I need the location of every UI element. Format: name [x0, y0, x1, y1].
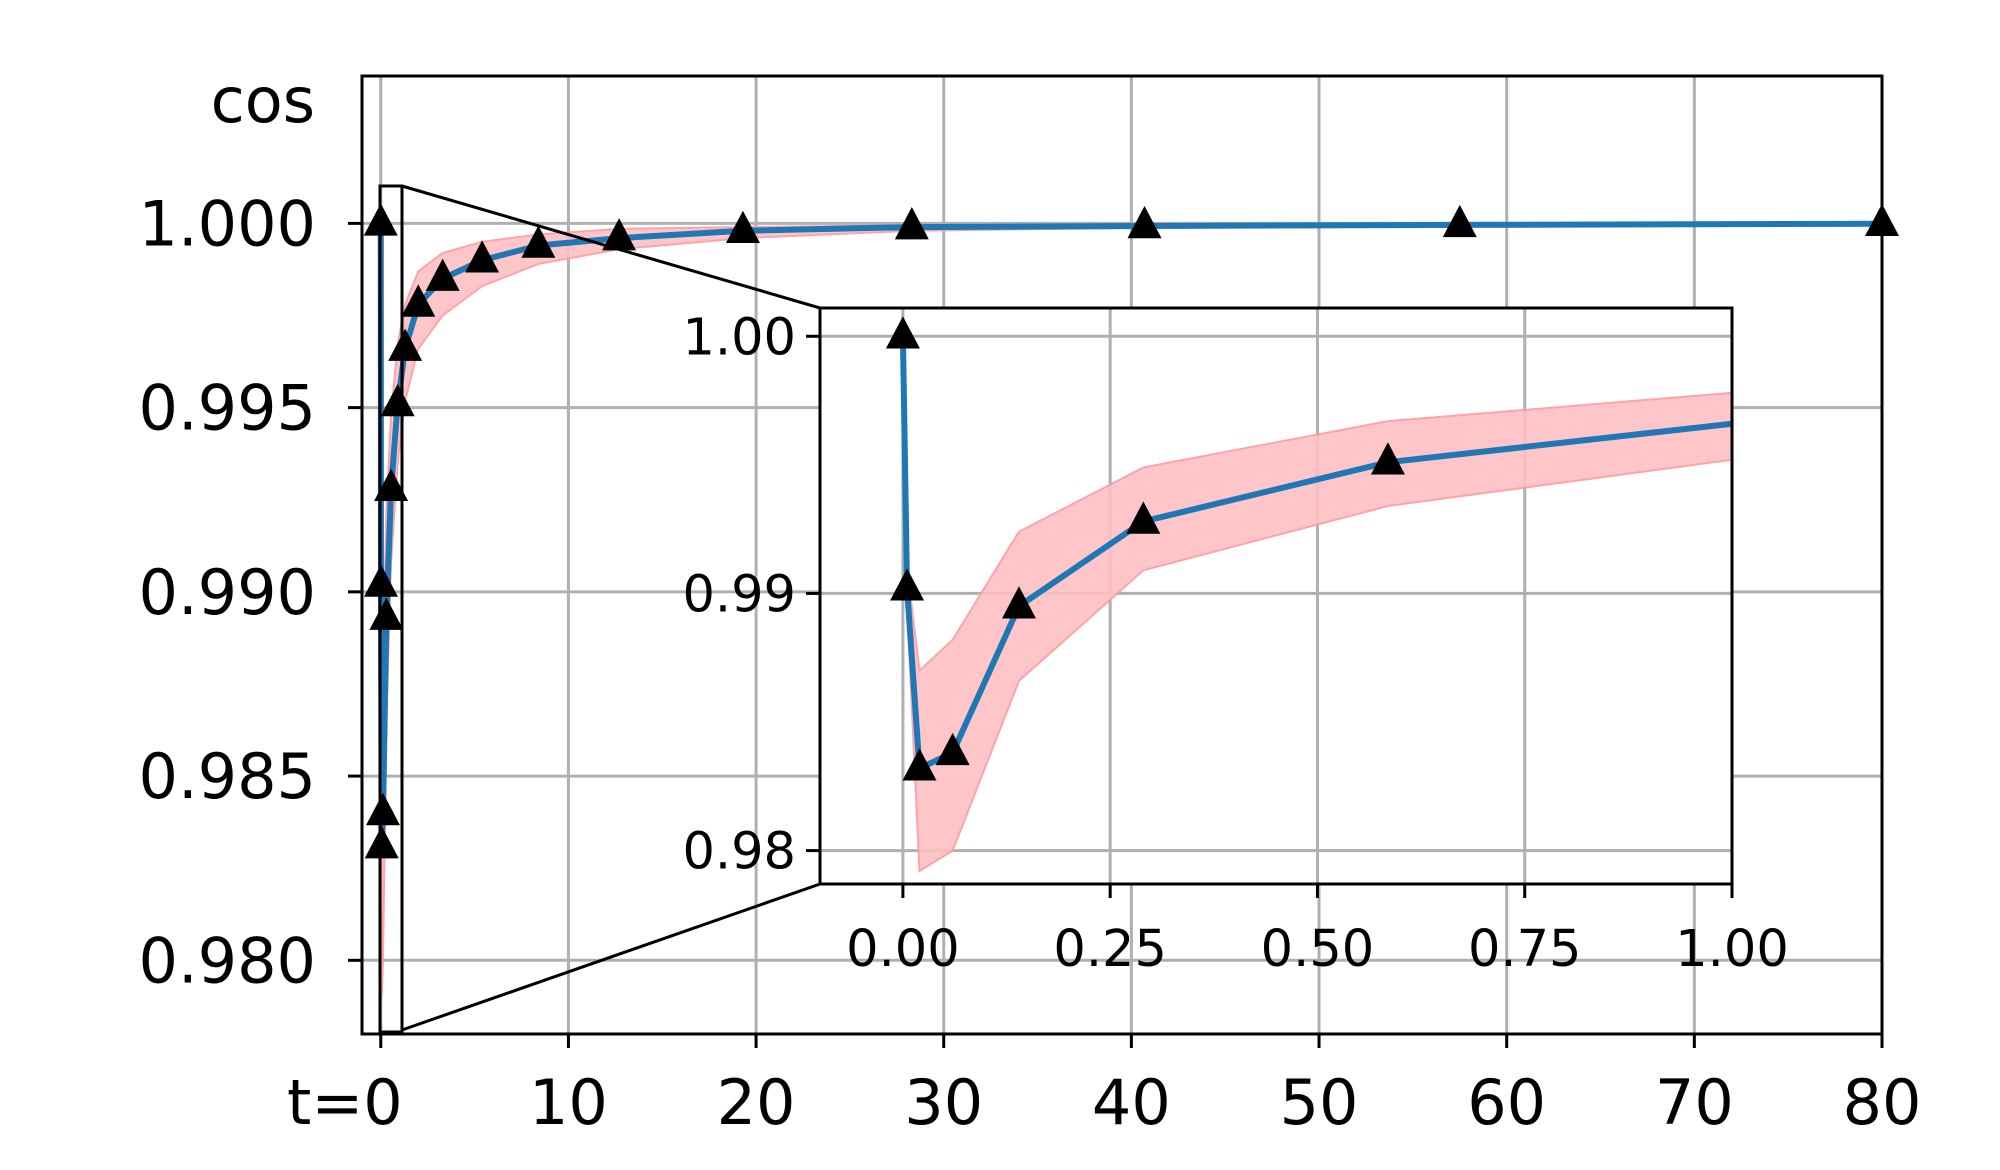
- main-ytick-label-2: 0.990: [139, 556, 317, 629]
- inset-ytick-label-1: 0.99: [682, 565, 796, 624]
- main-marker-15: [1127, 205, 1162, 239]
- main-marker-7: [388, 328, 423, 361]
- main-marker-11: [521, 225, 556, 258]
- main-marker-4: [369, 597, 404, 630]
- inset-xtick-label-4: 1.00: [1675, 920, 1789, 979]
- main-marker-2: [364, 826, 399, 859]
- inset-marker-2: [902, 748, 937, 781]
- main-marker-13: [725, 210, 760, 244]
- main-marker-5: [374, 468, 409, 501]
- inset-marker-3: [935, 732, 970, 766]
- inset-plot-frame: [818, 306, 1734, 886]
- inset-xtick-label-0: 0.00: [846, 920, 960, 979]
- main-marker-14: [894, 207, 929, 240]
- inset-marker-1: [890, 568, 925, 601]
- inset-x-tick-labels: 0.00 0.25 0.50 0.75 1.00: [846, 920, 1789, 979]
- main-ytick-label-4: 0.980: [139, 924, 317, 997]
- inset-xtick-label-1: 0.25: [1053, 920, 1167, 979]
- main-xtick-label-0: t=0: [287, 1066, 403, 1139]
- inset-tick-marks: [806, 334, 1734, 898]
- main-plot-frame: [360, 74, 1884, 1036]
- inset-series-line: [899, 336, 1733, 772]
- zoom-connector-top: [401, 184, 821, 310]
- main-marker-10: [465, 240, 500, 273]
- inset-ytick-label-0: 1.00: [682, 308, 796, 367]
- main-marker-3: [366, 792, 401, 826]
- main-xtick-label-3: 30: [904, 1066, 983, 1139]
- zoom-region-box: [378, 184, 404, 1034]
- main-xtick-label-4: 40: [1092, 1066, 1171, 1139]
- inset-series-markers: [885, 316, 1405, 781]
- inset-xtick-label-2: 0.50: [1261, 920, 1375, 979]
- main-xtick-label-2: 20: [717, 1066, 796, 1139]
- inset-marker-4: [1001, 586, 1036, 619]
- y-axis-label: cos: [211, 64, 315, 137]
- inset-ytick-label-2: 0.98: [682, 823, 796, 882]
- main-y-tick-labels: 1.000 0.995 0.990 0.985 0.980: [139, 187, 317, 997]
- main-ytick-label-0: 1.000: [139, 187, 317, 260]
- inset-xtick-label-3: 0.75: [1468, 920, 1582, 979]
- main-xtick-label-8: 80: [1843, 1066, 1922, 1139]
- inset-marker-0: [885, 316, 920, 349]
- main-xtick-label-6: 60: [1467, 1066, 1546, 1139]
- main-marker-9: [425, 258, 460, 291]
- inset-line-path: [899, 336, 1733, 772]
- main-marker-8: [401, 284, 436, 317]
- main-xtick-label-7: 70: [1655, 1066, 1734, 1139]
- inset-marker-5: [1126, 501, 1161, 534]
- main-xtick-label-5: 50: [1280, 1066, 1359, 1139]
- main-marker-16: [1442, 204, 1477, 238]
- inset-marker-6: [1370, 442, 1405, 475]
- main-ytick-label-3: 0.985: [139, 740, 317, 813]
- main-marker-12: [602, 218, 637, 251]
- main-tick-marks: [348, 221, 1884, 1048]
- zoom-connector-bottom: [401, 882, 821, 1032]
- main-marker-6: [380, 383, 415, 417]
- inset-y-tick-labels: 1.00 0.99 0.98: [682, 308, 796, 881]
- main-x-tick-labels: t=0 10 20 30 40 50 60 70 80: [287, 1066, 1921, 1139]
- main-ytick-label-1: 0.995: [139, 372, 317, 445]
- main-xtick-label-1: 10: [529, 1066, 608, 1139]
